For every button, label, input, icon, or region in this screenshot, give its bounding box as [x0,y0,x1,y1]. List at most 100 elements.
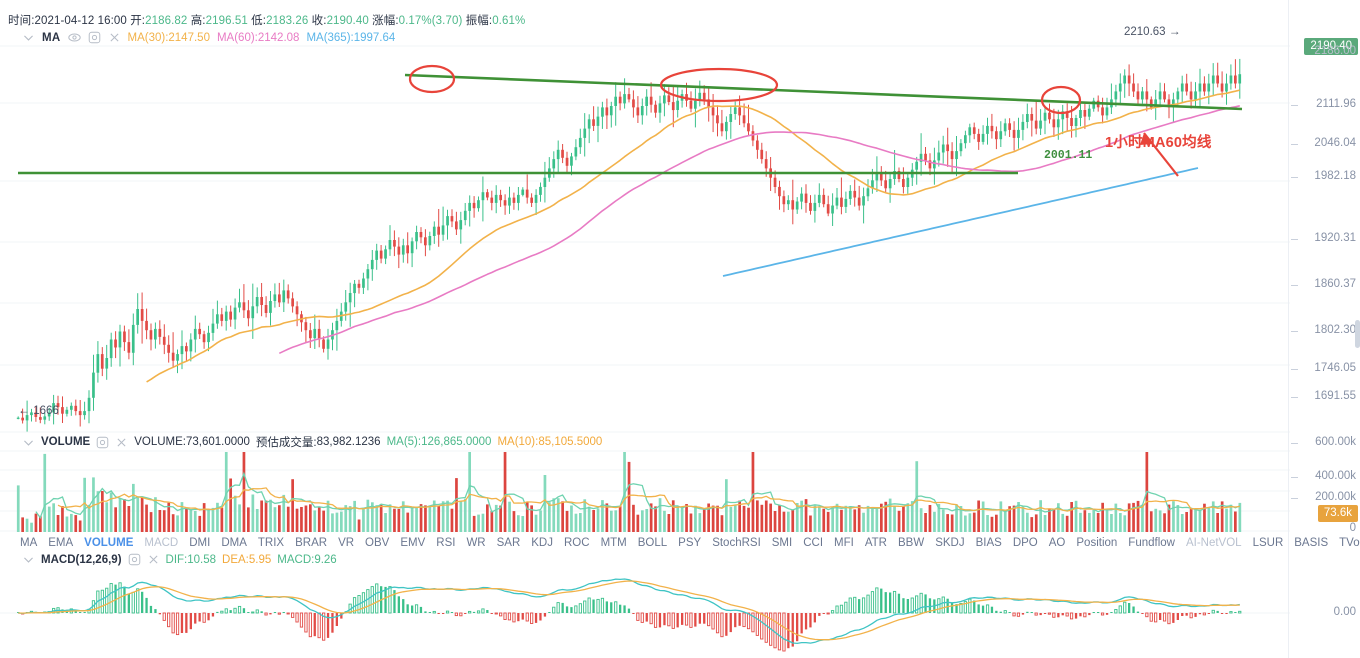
axis-scroll-handle[interactable] [1355,320,1360,348]
indicator-tab-macd[interactable]: MACD [144,537,179,549]
indicator-tab-smi[interactable]: SMI [771,537,793,549]
indicator-tab-mfi[interactable]: MFI [834,537,854,549]
indicator-tab-rsi[interactable]: RSI [436,537,456,549]
price-tick-dash-4 [1291,239,1298,240]
highlight-circle-1[interactable] [408,64,456,94]
indicator-tab-roc[interactable]: ROC [564,537,590,549]
highlight-circle-3[interactable] [1040,85,1082,115]
current-price-badge: 2190.40 [1304,38,1358,55]
indicator-tab-ai-netvol[interactable]: AI-NetVOL [1185,537,1242,549]
price-tick-dash-7 [1291,369,1298,370]
annotation-arrow [1143,132,1179,177]
close-icon-volume[interactable] [115,436,128,449]
macd-dea-line [18,580,1240,641]
indicator-tab-emv[interactable]: EMV [400,537,426,549]
indicator-tab-basis[interactable]: BASIS [1294,537,1329,549]
gear-icon[interactable] [88,31,101,44]
chevron-down-icon-volume[interactable] [22,436,35,449]
close-icon-macd[interactable] [147,553,160,566]
volume-gridlines [0,450,1290,532]
amplitude-value: 0.61% [492,15,526,27]
ma60-annotation-text: 1小时MA60均线 [1105,135,1212,151]
price-tick-dash-6 [1291,331,1298,332]
indicator-tab-skdj[interactable]: SKDJ [935,537,965,549]
candlestick-series [16,58,1242,432]
chevron-down-icon-macd[interactable] [22,553,35,566]
indicator-tab-brar[interactable]: BRAR [295,537,328,549]
volume-tick-dash-1 [1291,477,1298,478]
indicator-tab-obv[interactable]: OBV [365,537,390,549]
close-icon[interactable] [108,31,121,44]
volume-ma5-value: MA(5):126,865.0000 [386,436,492,448]
volume-chart-svg [0,450,1290,532]
indicator-tab-wr[interactable]: WR [466,537,486,549]
descending-trendline[interactable] [404,73,1243,111]
price-tick-2: 2046.04 [1314,137,1356,149]
indicator-tab-ao[interactable]: AO [1048,537,1066,549]
indicator-tab-ema[interactable]: EMA [48,537,74,549]
indicator-tab-cci[interactable]: CCI [803,537,824,549]
annotation-arrow-head [1140,133,1152,145]
indicator-tab-sar[interactable]: SAR [496,537,521,549]
change-label: 涨幅: [372,15,399,27]
price-tick-dash-3 [1291,177,1298,178]
indicator-tab-dma[interactable]: DMA [221,537,247,549]
macd-dea-value: DEA:5.95 [222,553,272,566]
price-tick-6: 1802.30 [1314,324,1356,336]
volume-tick-3: 0 [1349,522,1356,534]
indicator-tab-fundflow[interactable]: Fundflow [1128,537,1175,549]
chevron-down-icon[interactable] [22,31,35,44]
volume-tick-0: 600.00k [1315,436,1356,448]
volume-indicator-legend: VOLUME VOLUME:73,601.0000 预估成交量: 83,982.… [22,434,602,450]
indicator-tab-stochrsi[interactable]: StochRSI [712,537,761,549]
high-price-value: 2210.63 [1124,26,1166,38]
time-value: 2021-04-12 16:00 [34,15,127,27]
indicator-tab-strip[interactable]: MA EMA VOLUME MACD DMI DMA TRIX BRAR VR OBV EMV RSI… [20,537,1360,549]
indicator-tab-atr[interactable]: ATR [864,537,887,549]
macd-chart-panel[interactable] [0,568,1290,656]
indicator-tab-ma[interactable]: MA [20,537,38,549]
estimated-volume-value: 83,982.1236 [316,436,381,448]
volume-tick-dash-2 [1291,498,1298,499]
volume-value: VOLUME:73,601.0000 [134,436,250,448]
indicator-tab-kdj[interactable]: KDJ [531,537,553,549]
volume-bar-series [16,452,1242,532]
macd-dif-value: DIF:10.58 [165,553,217,566]
price-tick-8: 1691.55 [1314,390,1356,402]
indicator-tab-bbw[interactable]: BBW [898,537,925,549]
volume-ma5-line [35,471,1241,520]
volume-tick-dash-0 [1291,443,1298,444]
volume-legend-title: VOLUME [41,436,91,448]
price-tick-dash-2 [1291,144,1298,145]
indicator-tab-dpo[interactable]: DPO [1012,537,1038,549]
current-volume-badge: 73.6k [1317,505,1358,522]
indicator-tab-boll[interactable]: BOLL [637,537,668,549]
price-tick-7: 1746.05 [1314,362,1356,374]
gear-icon-macd[interactable] [128,553,141,566]
macd-tick-zero: 0.00 [1333,606,1356,618]
indicator-tab-psy[interactable]: PSY [678,537,702,549]
indicator-tab-position[interactable]: Position [1076,537,1118,549]
volume-ma10-value: MA(10):85,105.5000 [497,436,603,448]
ma365-line [722,167,1199,277]
gear-icon-volume[interactable] [96,436,109,449]
time-label: 时间: [8,15,35,27]
indicator-tab-mtm[interactable]: MTM [600,537,627,549]
indicator-tab-trix[interactable]: TRIX [257,537,285,549]
indicator-tab-tvolume[interactable]: TVolume [1339,537,1360,549]
volume-chart-panel[interactable] [0,450,1290,532]
indicator-tab-volume[interactable]: VOLUME [84,537,134,549]
eye-icon[interactable] [67,31,81,44]
macd-legend-title: MACD(12,26,9) [41,553,122,566]
indicator-tab-bias[interactable]: BIAS [975,537,1002,549]
indicator-tab-dmi[interactable]: DMI [189,537,211,549]
axis-divider [1288,0,1289,658]
highlight-circle-2[interactable] [659,67,779,103]
ma30-value: MA(30):2147.50 [127,31,210,44]
indicator-tab-lsur[interactable]: LSUR [1252,537,1284,549]
price-chart-panel[interactable] [0,45,1290,433]
amplitude-label: 振幅: [465,15,493,27]
indicator-tab-vr[interactable]: VR [338,537,355,549]
right-price-axis[interactable]: 2111.96 2046.04 1982.18 1920.31 1860.37 1802.… [1288,0,1360,658]
